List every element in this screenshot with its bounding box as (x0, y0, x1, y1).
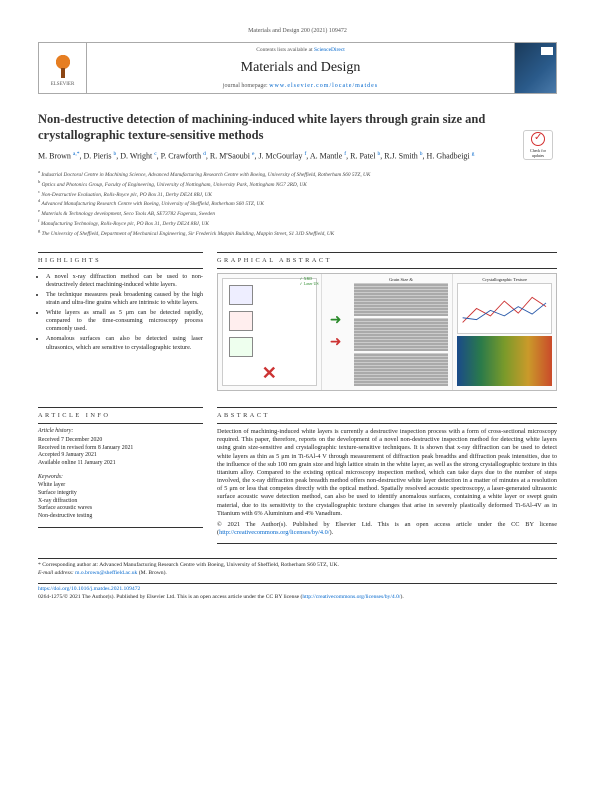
graphical-abstract-image: ✓ XRD ✓ Laser US ✕ ➜ ➜ Grain Size & Crys… (217, 273, 557, 391)
abstract-copyright: © 2021 The Author(s). Published by Elsev… (217, 521, 557, 537)
authors-line: M. Brown a,*, D. Pieris b, D. Wright c, … (38, 151, 557, 162)
ga-plot-svg (458, 284, 551, 333)
license-link[interactable]: http://creativecommons.org/licenses/by/4… (219, 529, 329, 536)
check-label: Check for updates (524, 148, 552, 158)
homepage-link[interactable]: www.elsevier.com/locate/matdes (269, 83, 378, 89)
highlights-list: A novel x-ray diffraction method can be … (38, 273, 203, 352)
affiliation-line: e Materials & Technology development, Se… (38, 208, 557, 218)
article-info-heading: ARTICLE INFO (38, 412, 203, 419)
banner-center: Contents lists available at ScienceDirec… (87, 43, 514, 93)
footer-block: https://doi.org/10.1016/j.matdes.2021.10… (38, 583, 557, 601)
ga-micrograph-3 (354, 353, 449, 386)
highlight-item: Anomalous surfaces can also be detected … (46, 335, 203, 351)
history-revised: Received in revised form 8 January 2021 (38, 445, 203, 453)
article-title: Non-destructive detection of machining-i… (38, 112, 557, 143)
corresponding-email-line: E-mail address: m.o.brown@sheffield.ac.u… (38, 570, 557, 578)
email-link[interactable]: m.o.brown@sheffield.ac.uk (75, 570, 137, 576)
copyright-close: ). (330, 529, 334, 536)
ga-heatmap (457, 336, 552, 386)
article-history-block: Article history: Received 7 December 202… (38, 428, 203, 468)
ga-panel-1: ✓ XRD ✓ Laser US ✕ (218, 274, 322, 390)
ga-panel-3: Crystallographic Texture (453, 274, 556, 390)
affiliation-line: g The University of Sheffield, Departmen… (38, 228, 557, 238)
email-suffix: (M. Brown). (137, 570, 167, 576)
history-online: Available online 11 January 2021 (38, 460, 203, 468)
footer-license-link[interactable]: http://creativecommons.org/licenses/by/4… (302, 594, 400, 600)
ga-plot (457, 283, 552, 334)
email-label: E-mail address: (38, 570, 75, 576)
highlight-item: A novel x-ray diffraction method can be … (46, 273, 203, 289)
journal-banner: ELSEVIER Contents lists available at Sci… (38, 42, 557, 94)
check-circle-icon (531, 132, 545, 146)
ga-arrows: ➜ ➜ (322, 274, 350, 390)
homepage-prefix: journal homepage: (223, 83, 269, 89)
abstract-heading: ABSTRACT (217, 412, 557, 419)
highlights-graphical-row: HIGHLIGHTS A novel x-ray diffraction met… (38, 248, 557, 391)
graphical-abstract-column: GRAPHICAL ABSTRACT ✓ XRD ✓ Laser US ✕ ➜ … (217, 248, 557, 391)
affiliation-line: a Industrial Doctoral Centre in Machinin… (38, 169, 557, 179)
corresponding-author-block: * Corresponding author at: Advanced Manu… (38, 558, 557, 577)
keywords-subhead: Keywords: (38, 474, 203, 482)
abstract-column: ABSTRACT Detection of machining-induced … (217, 403, 557, 548)
contents-prefix: Contents lists available at (256, 47, 314, 53)
footer-left: https://doi.org/10.1016/j.matdes.2021.10… (38, 586, 404, 601)
ga-panel3-title: Crystallographic Texture (456, 277, 553, 282)
keyword-item: Surface acoustic waves (38, 505, 203, 513)
doi-link[interactable]: https://doi.org/10.1016/j.matdes.2021.10… (38, 586, 140, 592)
sciencedirect-link[interactable]: ScienceDirect (314, 47, 345, 53)
elsevier-logo: ELSEVIER (39, 43, 87, 93)
affiliation-line: d Advanced Manufacturing Research Centre… (38, 198, 557, 208)
ga-micrograph-2 (354, 318, 449, 351)
elsevier-tree-icon (48, 50, 78, 80)
keyword-item: White layer (38, 482, 203, 490)
history-received: Received 7 December 2020 (38, 437, 203, 445)
keyword-item: Surface integrity (38, 490, 203, 498)
abstract-text: Detection of machining-induced white lay… (217, 428, 557, 518)
graphical-abstract-heading: GRAPHICAL ABSTRACT (217, 257, 557, 264)
affiliation-line: b Optics and Photonics Group, Faculty of… (38, 179, 557, 189)
article-info-column: ARTICLE INFO Article history: Received 7… (38, 403, 203, 548)
ga-micrograph-1 (354, 283, 449, 316)
issn-line: 0264-1275/© 2021 The Author(s). Publishe… (38, 594, 302, 600)
affiliation-line: c Non-Destructive Evaluation, Rolls-Royc… (38, 189, 557, 199)
journal-cover-thumbnail (514, 43, 556, 93)
keywords-block: Keywords: White layerSurface integrityX-… (38, 474, 203, 521)
info-abstract-row: ARTICLE INFO Article history: Received 7… (38, 403, 557, 548)
footer-close: ). (400, 594, 403, 600)
ga-panel-2: Grain Size & (350, 274, 454, 390)
highlight-item: White layers as small as 5 μm can be det… (46, 309, 203, 333)
keywords-list: White layerSurface integrityX-ray diffra… (38, 482, 203, 521)
check-updates-badge[interactable]: Check for updates (523, 130, 553, 160)
ga-checks: ✓ XRD ✓ Laser US (299, 276, 318, 286)
highlight-item: The technique measures peak broadening c… (46, 291, 203, 307)
homepage-line: journal homepage: www.elsevier.com/locat… (223, 83, 378, 89)
corresponding-line: * Corresponding author at: Advanced Manu… (38, 562, 557, 570)
arrow-green-icon: ➜ (330, 314, 342, 328)
running-header: Materials and Design 200 (2021) 109472 (38, 28, 557, 34)
affiliations-block: a Industrial Doctoral Centre in Machinin… (38, 169, 557, 238)
history-accepted: Accepted 9 January 2021 (38, 452, 203, 460)
ga-check-2: ✓ Laser US (299, 281, 318, 286)
ga-panel2-title: Grain Size & (353, 277, 450, 282)
highlights-column: HIGHLIGHTS A novel x-ray diffraction met… (38, 248, 203, 391)
journal-title: Materials and Design (241, 60, 361, 76)
arrow-red-icon: ➜ (330, 336, 342, 350)
ga-cross-icon: ✕ (262, 363, 277, 384)
affiliation-line: f Manufacturing Technology, Rolls-Royce … (38, 218, 557, 228)
keyword-item: Non-destructive testing (38, 513, 203, 521)
elsevier-label: ELSEVIER (51, 82, 75, 87)
contents-line: Contents lists available at ScienceDirec… (256, 47, 345, 53)
history-subhead: Article history: (38, 428, 203, 436)
highlights-heading: HIGHLIGHTS (38, 257, 203, 264)
